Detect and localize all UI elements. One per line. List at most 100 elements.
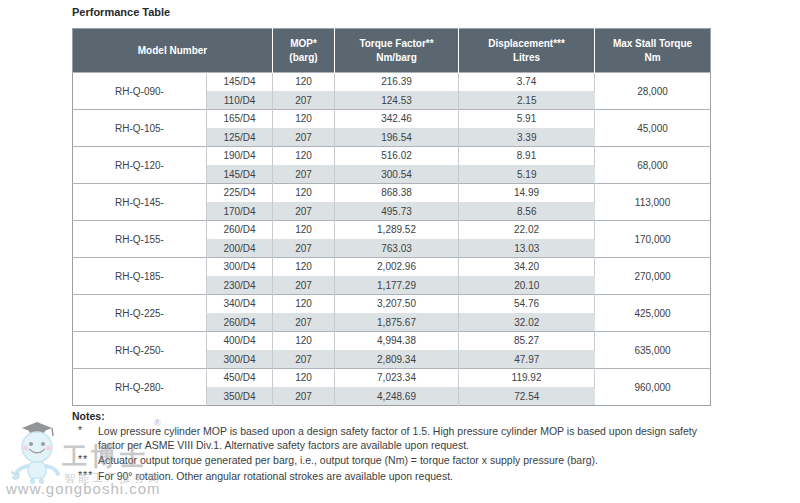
note-marker: *** <box>72 469 98 481</box>
column-header-max-stall-torque: Max Stall Torque Nm <box>595 29 711 73</box>
torque-factor-cell: 763.03 <box>335 239 459 258</box>
model-number-cell: RH-Q-225- <box>73 295 207 332</box>
mop-cell: 207 <box>273 128 335 147</box>
column-header-torque-factor: Torque Factor** Nm/barg <box>335 29 459 73</box>
column-header-sublabel: Nm <box>644 52 660 63</box>
displacement-cell: 8.91 <box>459 147 595 166</box>
note-text: Low pressure cylinder MOP is based upon … <box>98 424 704 452</box>
column-header-displacement: Displacement*** Litres <box>459 29 595 73</box>
note-item: ** Actuator output torque generated per … <box>72 453 704 467</box>
column-header-sublabel: Litres <box>513 52 540 63</box>
displacement-cell: 34.20 <box>459 258 595 277</box>
model-number-cell: RH-Q-250- <box>73 332 207 369</box>
mop-cell: 207 <box>273 387 335 406</box>
size-cell: 110/D4 <box>207 91 273 110</box>
column-header-label: Torque Factor** <box>359 38 433 49</box>
notes-heading: Notes: <box>72 410 704 422</box>
torque-factor-cell: 300.54 <box>335 165 459 184</box>
mop-cell: 120 <box>273 295 335 314</box>
size-cell: 125/D4 <box>207 128 273 147</box>
mop-cell: 120 <box>273 332 335 351</box>
model-number-cell: RH-Q-105- <box>73 110 207 147</box>
size-cell: 230/D4 <box>207 276 273 295</box>
torque-factor-cell: 1,177.29 <box>335 276 459 295</box>
model-number-cell: RH-Q-120- <box>73 147 207 184</box>
note-marker: * <box>72 424 98 436</box>
mop-cell: 120 <box>273 184 335 203</box>
displacement-cell: 5.91 <box>459 110 595 129</box>
column-header-label: Max Stall Torque <box>613 38 692 49</box>
mop-cell: 120 <box>273 221 335 240</box>
size-cell: 400/D4 <box>207 332 273 351</box>
size-cell: 170/D4 <box>207 202 273 221</box>
size-cell: 260/D4 <box>207 221 273 240</box>
model-number-cell: RH-Q-155- <box>73 221 207 258</box>
size-cell: 340/D4 <box>207 295 273 314</box>
mop-cell: 207 <box>273 350 335 369</box>
table-row: RH-Q-250-400/D41204,994.3885.27635,000 <box>73 332 711 351</box>
torque-factor-cell: 4,248.69 <box>335 387 459 406</box>
size-cell: 145/D4 <box>207 165 273 184</box>
model-number-cell: RH-Q-145- <box>73 184 207 221</box>
mop-cell: 207 <box>273 313 335 332</box>
displacement-cell: 72.54 <box>459 387 595 406</box>
max-stall-torque-cell: 635,000 <box>595 332 711 369</box>
max-stall-torque-cell: 113,000 <box>595 184 711 221</box>
note-item: * Low pressure cylinder MOP is based upo… <box>72 424 704 452</box>
notes-section: Notes: * Low pressure cylinder MOP is ba… <box>72 410 704 484</box>
table-row: RH-Q-105-165/D4120342.465.9145,000 <box>73 110 711 129</box>
torque-factor-cell: 868.38 <box>335 184 459 203</box>
torque-factor-cell: 342.46 <box>335 110 459 129</box>
mop-cell: 120 <box>273 258 335 277</box>
mop-cell: 120 <box>273 73 335 92</box>
max-stall-torque-cell: 425,000 <box>595 295 711 332</box>
max-stall-torque-cell: 68,000 <box>595 147 711 184</box>
torque-factor-cell: 196.54 <box>335 128 459 147</box>
torque-factor-cell: 2,809.34 <box>335 350 459 369</box>
torque-factor-cell: 495.73 <box>335 202 459 221</box>
max-stall-torque-cell: 270,000 <box>595 258 711 295</box>
size-cell: 145/D4 <box>207 73 273 92</box>
page-title: Performance Table <box>72 6 170 18</box>
max-stall-torque-cell: 960,000 <box>595 369 711 406</box>
mop-cell: 207 <box>273 165 335 184</box>
displacement-cell: 14.99 <box>459 184 595 203</box>
column-header-label: Model Number <box>138 45 207 56</box>
table-row: RH-Q-155-260/D41201,289.5222.02170,000 <box>73 221 711 240</box>
mop-cell: 207 <box>273 239 335 258</box>
size-cell: 300/D4 <box>207 350 273 369</box>
datasheet-page: Performance Table Model Number MOP* (bar… <box>0 0 800 503</box>
torque-factor-cell: 1,289.52 <box>335 221 459 240</box>
column-header-model-number: Model Number <box>73 29 273 73</box>
displacement-cell: 3.74 <box>459 73 595 92</box>
displacement-cell: 13.03 <box>459 239 595 258</box>
table-row: RH-Q-280-450/D41207,023.34119.92960,000 <box>73 369 711 388</box>
robot-mascot-icon <box>8 420 66 486</box>
column-header-label: Displacement*** <box>488 38 565 49</box>
model-number-cell: RH-Q-185- <box>73 258 207 295</box>
displacement-cell: 85.27 <box>459 332 595 351</box>
table-row: RH-Q-145-225/D4120868.3814.99113,000 <box>73 184 711 203</box>
max-stall-torque-cell: 170,000 <box>595 221 711 258</box>
column-header-sublabel: (barg) <box>289 52 317 63</box>
header-row: Model Number MOP* (barg) Torque Factor**… <box>73 29 711 73</box>
mop-cell: 120 <box>273 369 335 388</box>
size-cell: 225/D4 <box>207 184 273 203</box>
displacement-cell: 22.02 <box>459 221 595 240</box>
performance-table: Model Number MOP* (barg) Torque Factor**… <box>72 28 711 406</box>
displacement-cell: 20.10 <box>459 276 595 295</box>
note-text: For 90° rotation. Other angular rotation… <box>98 469 704 483</box>
displacement-cell: 8.56 <box>459 202 595 221</box>
torque-factor-cell: 3,207.50 <box>335 295 459 314</box>
torque-factor-cell: 216.39 <box>335 73 459 92</box>
mop-cell: 120 <box>273 110 335 129</box>
model-number-cell: RH-Q-090- <box>73 73 207 110</box>
column-header-mop: MOP* (barg) <box>273 29 335 73</box>
mop-cell: 120 <box>273 147 335 166</box>
size-cell: 260/D4 <box>207 313 273 332</box>
size-cell: 300/D4 <box>207 258 273 277</box>
table-row: RH-Q-120-190/D4120516.028.9168,000 <box>73 147 711 166</box>
size-cell: 450/D4 <box>207 369 273 388</box>
max-stall-torque-cell: 28,000 <box>595 73 711 110</box>
size-cell: 165/D4 <box>207 110 273 129</box>
